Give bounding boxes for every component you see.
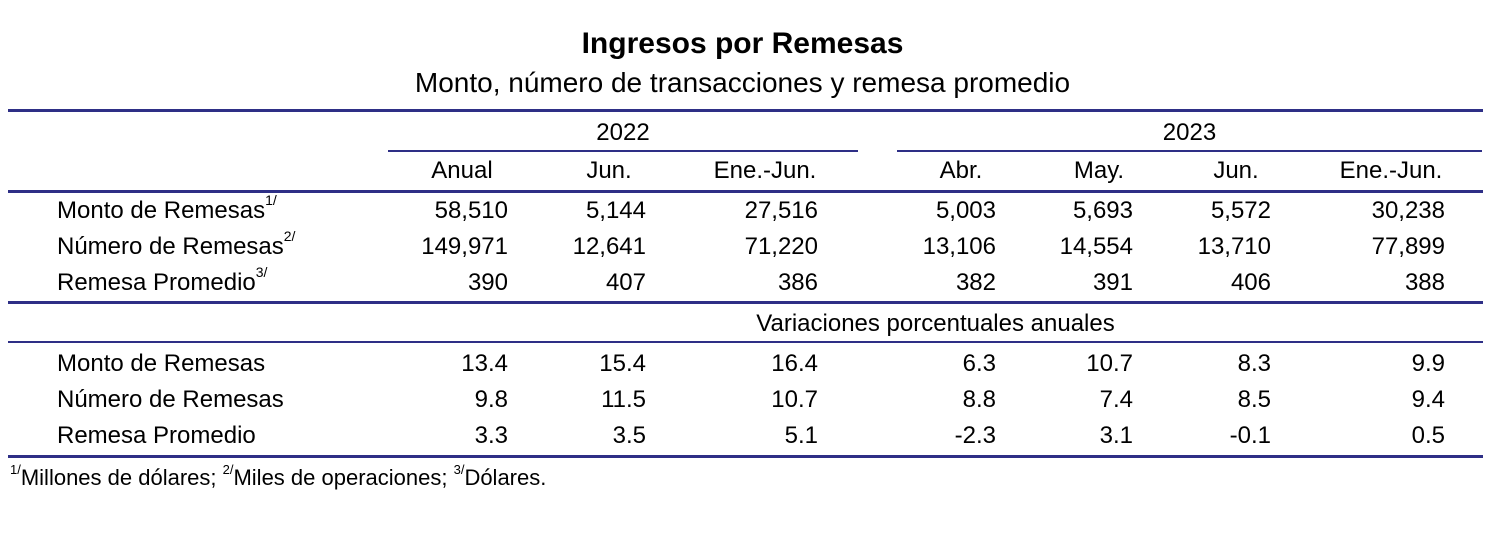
table-cell: 14,554 bbox=[1059, 233, 1133, 260]
row-label-footnote-mark: 2/ bbox=[283, 228, 296, 244]
footnote-text-3: Dólares. bbox=[464, 465, 547, 490]
table-cell: 391 bbox=[1092, 269, 1133, 296]
table-subtitle: Monto, número de transacciones y remesa … bbox=[0, 64, 1505, 102]
table-cell: 3.5 bbox=[612, 422, 646, 449]
row-label: Número de Remesas2/ bbox=[57, 228, 296, 263]
column-header: Ene.-Jun. bbox=[713, 157, 817, 184]
table-cell: 3.1 bbox=[1099, 422, 1133, 449]
row-label-text: Número de Remesas bbox=[57, 233, 284, 260]
table-cell: 8.3 bbox=[1237, 350, 1271, 377]
table-cell: 9.9 bbox=[1411, 350, 1445, 377]
section-divider-rule bbox=[8, 301, 1483, 304]
footnote-sup-2: 2/ bbox=[222, 461, 234, 477]
column-header: Ene.-Jun. bbox=[1339, 157, 1443, 184]
table-cell: 5,144 bbox=[585, 197, 646, 224]
footnote: 1/Millones de dólares; 2/Miles de operac… bbox=[10, 463, 546, 493]
table-cell: 406 bbox=[1230, 269, 1271, 296]
table-title-text: Ingresos por Remesas bbox=[581, 27, 904, 60]
year-header-2023: 2023 bbox=[1162, 119, 1217, 146]
row-label: Monto de Remesas1/ bbox=[57, 192, 277, 227]
column-header: Anual bbox=[431, 157, 493, 184]
year-header-2022: 2022 bbox=[596, 119, 650, 146]
table-cell: 6.3 bbox=[962, 350, 996, 377]
row-label-footnote-mark: 1/ bbox=[265, 192, 277, 208]
table-cell: 10.7 bbox=[771, 386, 818, 413]
table-cell: 407 bbox=[605, 269, 646, 296]
table-cell: 11.5 bbox=[601, 386, 646, 413]
column-header: Jun. bbox=[586, 157, 632, 184]
table-cell: 13,710 bbox=[1197, 233, 1271, 260]
table-cell: 7.4 bbox=[1099, 386, 1133, 413]
table-cell: 8.5 bbox=[1237, 386, 1271, 413]
table-cell: 13,106 bbox=[922, 233, 996, 260]
table-cell: 13.4 bbox=[461, 350, 508, 377]
table-cell: 30,238 bbox=[1371, 197, 1445, 224]
top-rule bbox=[8, 109, 1483, 112]
table-cell: 5,572 bbox=[1210, 197, 1271, 224]
table-cell: 9.4 bbox=[1411, 386, 1445, 413]
footnote-text-2: Miles de operaciones; bbox=[233, 465, 454, 490]
row-label-footnote-mark: 3/ bbox=[255, 264, 268, 280]
row-label-text: Monto de Remesas bbox=[57, 197, 266, 224]
column-header: Abr. bbox=[939, 157, 983, 184]
bottom-rule bbox=[8, 455, 1483, 458]
year-2022-underline bbox=[388, 150, 858, 152]
row-label-text: Remesa Promedio bbox=[57, 269, 256, 296]
table-cell: 8.8 bbox=[962, 386, 996, 413]
row-label: Número de Remesas bbox=[57, 386, 284, 413]
section2-header-rule bbox=[8, 341, 1483, 343]
table-cell: 16.4 bbox=[771, 350, 818, 377]
table-title: Ingresos por Remesas bbox=[0, 24, 1505, 64]
footnote-sup-1: 1/ bbox=[10, 461, 21, 477]
table-subtitle-text: Monto, número de transacciones y remesa … bbox=[414, 67, 1071, 98]
table-cell: 27,516 bbox=[744, 197, 818, 224]
column-header: Jun. bbox=[1213, 157, 1259, 184]
footnote-text-1: Millones de dólares; bbox=[20, 465, 223, 490]
table-cell: 386 bbox=[777, 269, 818, 296]
table-cell: 5,693 bbox=[1072, 197, 1133, 224]
table-cell: 388 bbox=[1404, 269, 1445, 296]
table-cell: 5.1 bbox=[784, 422, 818, 449]
section2-header: Variaciones porcentuales anuales bbox=[756, 310, 1115, 337]
row-label: Remesa Promedio3/ bbox=[57, 264, 268, 299]
footnote-sup-3: 3/ bbox=[453, 461, 465, 477]
table-cell: 58,510 bbox=[434, 197, 508, 224]
table-cell: 5,003 bbox=[935, 197, 996, 224]
table-cell: 390 bbox=[467, 269, 508, 296]
table-cell: 149,971 bbox=[421, 233, 508, 260]
row-label: Monto de Remesas bbox=[57, 350, 266, 377]
table-cell: 382 bbox=[955, 269, 996, 296]
table-cell: -0.1 bbox=[1229, 422, 1271, 449]
table-cell: 0.5 bbox=[1411, 422, 1445, 449]
table-cell: 9.8 bbox=[474, 386, 508, 413]
column-header: May. bbox=[1073, 157, 1125, 184]
row-label: Remesa Promedio bbox=[57, 422, 256, 449]
table-cell: 3.3 bbox=[474, 422, 508, 449]
header-rule bbox=[8, 190, 1483, 193]
table-cell: 10.7 bbox=[1086, 350, 1133, 377]
table-cell: 15.4 bbox=[599, 350, 646, 377]
table-cell: -2.3 bbox=[954, 422, 996, 449]
table-cell: 77,899 bbox=[1371, 233, 1445, 260]
year-2023-underline bbox=[897, 150, 1482, 152]
table-cell: 71,220 bbox=[744, 233, 818, 260]
table-cell: 12,641 bbox=[572, 233, 646, 260]
